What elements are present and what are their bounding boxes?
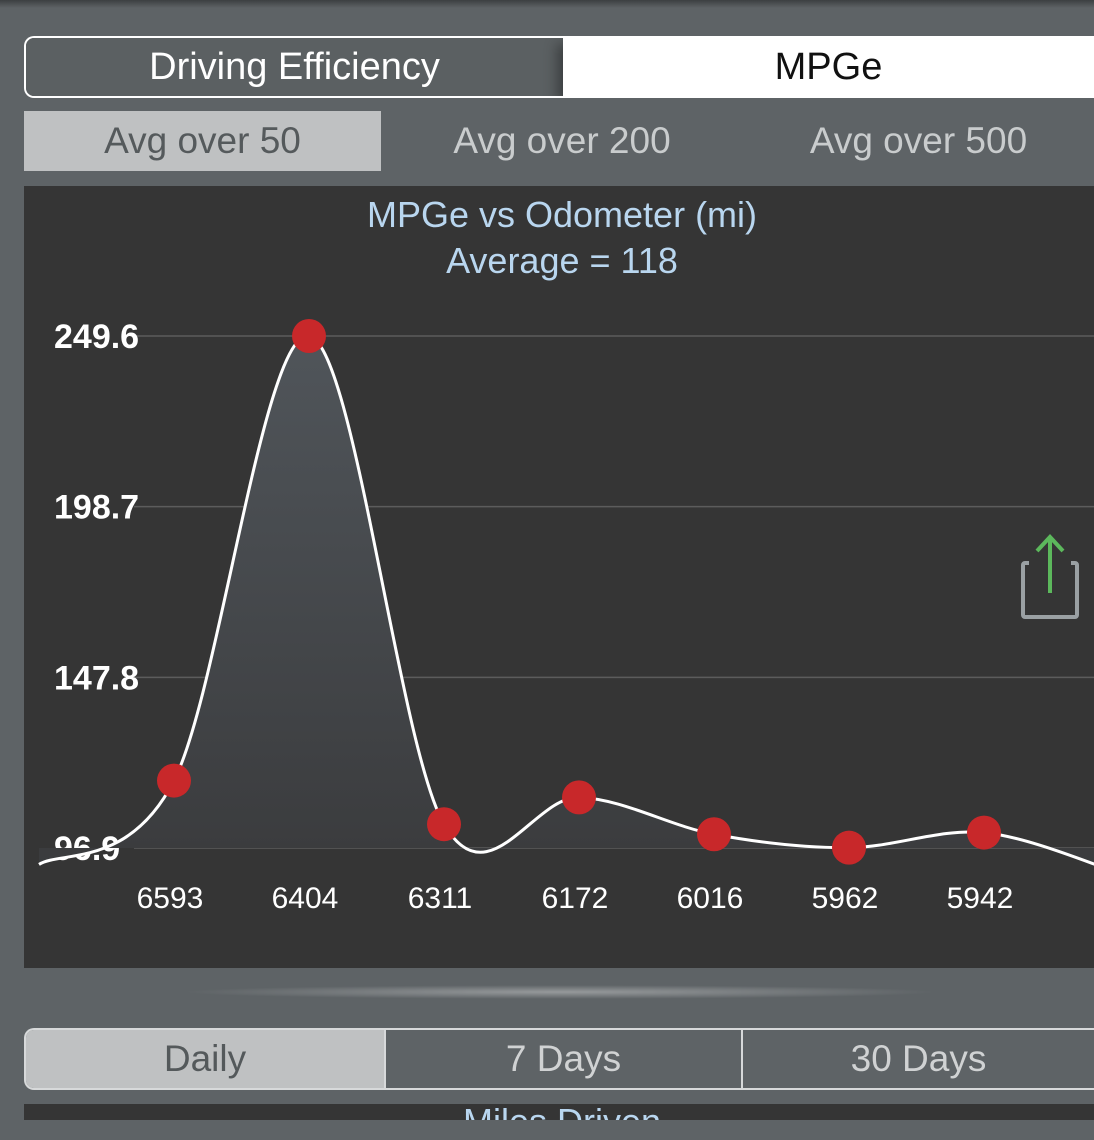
top-edge-shade	[0, 0, 1094, 8]
7-days-segment[interactable]: 7 Days	[384, 1030, 743, 1088]
avg-over-500-tab[interactable]: Avg over 500	[809, 120, 1028, 161]
y-tick-label: 249.6	[54, 318, 139, 356]
mpge-segment[interactable]: MPGe	[563, 38, 1094, 96]
series-line	[38, 334, 1094, 866]
avg-over-50-tab[interactable]: Avg over 50	[24, 111, 381, 171]
mpge-chart: 249.6198.7147.896.9659364046311617260165…	[38, 318, 1094, 915]
x-tick-label: 6016	[677, 882, 744, 915]
chart-title: MPGe vs Odometer (mi)	[366, 194, 758, 235]
mpge-chart-panel: 249.6198.7147.896.9659364046311617260165…	[24, 186, 1094, 968]
daily-segment[interactable]: Daily	[26, 1030, 384, 1088]
30-days-segment[interactable]: 30 Days	[743, 1030, 1094, 1088]
series-area	[39, 335, 1094, 865]
y-tick-label: 198.7	[54, 489, 139, 527]
miles-driven-panel: Miles Driven	[24, 1104, 1094, 1120]
share-icon[interactable]	[1021, 531, 1085, 621]
data-point	[967, 815, 1001, 850]
section-divider	[180, 985, 940, 999]
x-tick-label: 6311	[408, 882, 473, 915]
avg-over-200-tab[interactable]: Avg over 200	[453, 120, 671, 161]
y-tick-label: 147.8	[54, 659, 139, 697]
data-point	[562, 780, 596, 815]
x-tick-label: 5962	[812, 882, 879, 915]
miles-driven-title: Miles Driven	[24, 1104, 1094, 1120]
x-tick-label: 6404	[272, 882, 339, 915]
x-tick-label: 6593	[137, 882, 204, 915]
metric-segmented-control: Driving Efficiency MPGe	[24, 36, 1094, 98]
data-point	[832, 830, 866, 865]
driving-efficiency-segment[interactable]: Driving Efficiency	[26, 38, 563, 96]
chart-subtitle: Average = 118	[446, 240, 678, 281]
data-point	[157, 763, 191, 798]
period-segmented-control: Daily 7 Days 30 Days	[24, 1028, 1094, 1090]
x-tick-label: 5942	[947, 882, 1014, 915]
average-window-tabs: Avg over 50 Avg over 200 Avg over 500	[24, 111, 1094, 171]
data-point	[292, 319, 326, 353]
data-point	[427, 807, 461, 842]
data-point	[697, 817, 731, 852]
x-tick-label: 6172	[542, 882, 609, 915]
